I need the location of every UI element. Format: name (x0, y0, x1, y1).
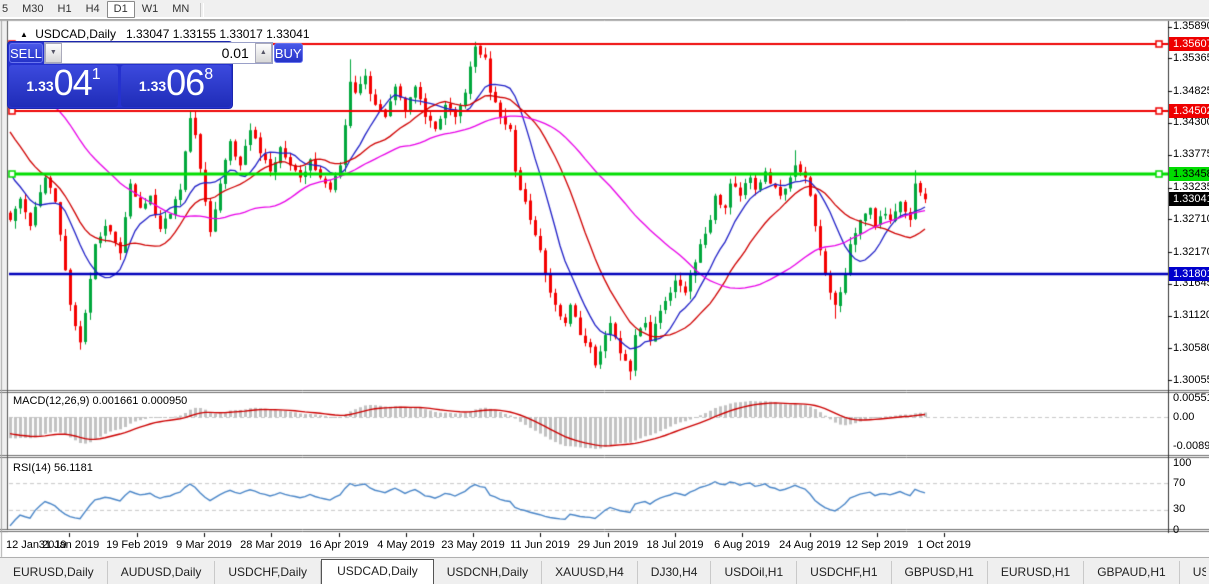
date-axis-label: 4 May 2019 (377, 539, 434, 551)
price-axis-tick: 1.32710 (1173, 213, 1209, 225)
price-axis-tick: 1.35890 (1173, 20, 1209, 32)
rsi-axis-tick: 100 (1173, 457, 1209, 469)
price-marker-box: 1.33041 (1169, 192, 1209, 206)
date-axis-label: 11 Jun 2019 (510, 539, 570, 551)
timeframe-button-d1[interactable]: D1 (107, 1, 135, 18)
macd-indicator-label: MACD(12,26,9) 0.001661 0.000950 (13, 395, 187, 407)
timeframe-toolbar: 5M30H1H4D1W1MN (0, 0, 1209, 20)
date-axis-label: 23 May 2019 (441, 539, 505, 551)
price-marker-box: 1.34502 (1169, 104, 1209, 118)
chart-title-quotes: 1.33047 1.33155 1.33017 1.33041 (126, 27, 310, 41)
buy-price-pips: 06 (166, 62, 204, 103)
buy-price-display[interactable]: 1.33068 (121, 65, 231, 107)
symbol-tab-audusd-daily[interactable]: AUDUSD,Daily (108, 561, 216, 584)
chart-title-symbol: USDCAD,Daily (35, 27, 116, 41)
sell-price-display[interactable]: 1.33041 (9, 65, 118, 107)
volume-increase-button[interactable]: ▲ (255, 43, 272, 63)
price-axis-tick: 1.34300 (1173, 116, 1209, 128)
rsi-axis-tick: 0 (1173, 524, 1209, 536)
date-axis-label: 6 Aug 2019 (714, 539, 770, 551)
symbol-tab-usdcnh-daily[interactable]: USDCNH,Daily (434, 561, 542, 584)
one-click-trade-panel: SELL ▼ ▲ BUY 1.33041 1.33068 (8, 42, 232, 108)
price-axis-tick: 1.35365 (1173, 52, 1209, 64)
macd-axis-tick: 0.005512 (1173, 392, 1209, 404)
volume-input[interactable] (62, 43, 255, 63)
volume-decrease-button[interactable]: ▼ (45, 43, 62, 63)
date-axis-label: 24 Aug 2019 (779, 539, 841, 551)
timeframe-button-mn[interactable]: MN (165, 1, 196, 18)
buy-button[interactable]: BUY (274, 43, 303, 63)
macd-axis-tick: 0.00 (1173, 411, 1209, 423)
sell-price-point: 1 (92, 66, 101, 83)
date-axis-label: 16 Apr 2019 (309, 539, 368, 551)
symbol-tab-usdchf-h1[interactable]: USDCHF,H1 (797, 561, 891, 584)
date-axis-label: 9 Mar 2019 (176, 539, 232, 551)
buy-price-point: 8 (204, 66, 213, 83)
date-axis-label: 12 Sep 2019 (846, 539, 908, 551)
price-axis-tick: 1.31120 (1173, 309, 1209, 321)
symbol-tab-gbpusd-h1[interactable]: GBPUSD,H1 (892, 561, 988, 584)
rsi-axis-tick: 70 (1173, 477, 1209, 489)
date-axis-label: 1 Oct 2019 (917, 539, 971, 551)
toolbar-separator (200, 3, 204, 17)
date-axis-label: 31 Jan 2019 (39, 539, 100, 551)
macd-axis-tick: -0.008938 (1173, 440, 1209, 452)
date-axis-label: 29 Jun 2019 (578, 539, 639, 551)
sell-button[interactable]: SELL (9, 43, 43, 63)
date-axis-label: 18 Jul 2019 (647, 539, 704, 551)
symbol-tab-bar: EURUSD,DailyAUDUSD,DailyUSDCHF,DailyUSDC… (0, 557, 1209, 584)
price-marker-box: 1.33458 (1169, 167, 1209, 181)
price-axis-tick: 1.33235 (1173, 181, 1209, 193)
symbol-tab-dj30-h4[interactable]: DJ30,H4 (638, 561, 712, 584)
price-axis-tick: 1.30580 (1173, 342, 1209, 354)
timeframe-button-5[interactable]: 5 (0, 1, 15, 18)
symbol-tab-usdchf-daily[interactable]: USDCHF,Daily (215, 561, 321, 584)
price-axis-tick: 1.30055 (1173, 374, 1209, 386)
date-axis-label: 19 Feb 2019 (106, 539, 168, 551)
timeframe-button-h4[interactable]: H4 (79, 1, 107, 18)
rsi-axis-tick: 30 (1173, 503, 1209, 515)
symbol-tab-usdoil-h1[interactable]: USDOil,H1 (711, 561, 797, 584)
sell-price-pips: 04 (54, 62, 92, 103)
sell-price-prefix: 1.33 (26, 78, 53, 94)
price-axis-tick: 1.33775 (1173, 148, 1209, 160)
timeframe-button-w1[interactable]: W1 (135, 1, 166, 18)
window-marker-icon: ▲ (20, 30, 28, 39)
price-marker-box: 1.31801 (1169, 267, 1209, 281)
chart-title: ▲ USDCAD,Daily 1.33047 1.33155 1.33017 1… (20, 27, 310, 41)
price-axis-tick: 1.32170 (1173, 246, 1209, 258)
timeframe-button-h1[interactable]: H1 (51, 1, 79, 18)
date-axis-label: 28 Mar 2019 (240, 539, 302, 551)
volume-spinner: ▼ ▲ (44, 42, 273, 64)
symbol-tab-eurusd-daily[interactable]: EURUSD,Daily (0, 561, 108, 584)
symbol-tab-xauusd-h4[interactable]: XAUUSD,H4 (542, 561, 638, 584)
symbol-tab-usdjp[interactable]: USDJP (1180, 561, 1206, 584)
symbol-tab-usdcad-daily[interactable]: USDCAD,Daily (321, 559, 434, 584)
symbol-tab-gbpaud-h1[interactable]: GBPAUD,H1 (1084, 561, 1179, 584)
rsi-indicator-label: RSI(14) 56.1181 (13, 462, 93, 474)
price-axis-tick: 1.34825 (1173, 85, 1209, 97)
buy-price-prefix: 1.33 (139, 78, 166, 94)
symbol-tab-eurusd-h1[interactable]: EURUSD,H1 (988, 561, 1084, 584)
timeframe-button-m30[interactable]: M30 (15, 1, 50, 18)
price-marker-box: 1.35607 (1169, 37, 1209, 51)
